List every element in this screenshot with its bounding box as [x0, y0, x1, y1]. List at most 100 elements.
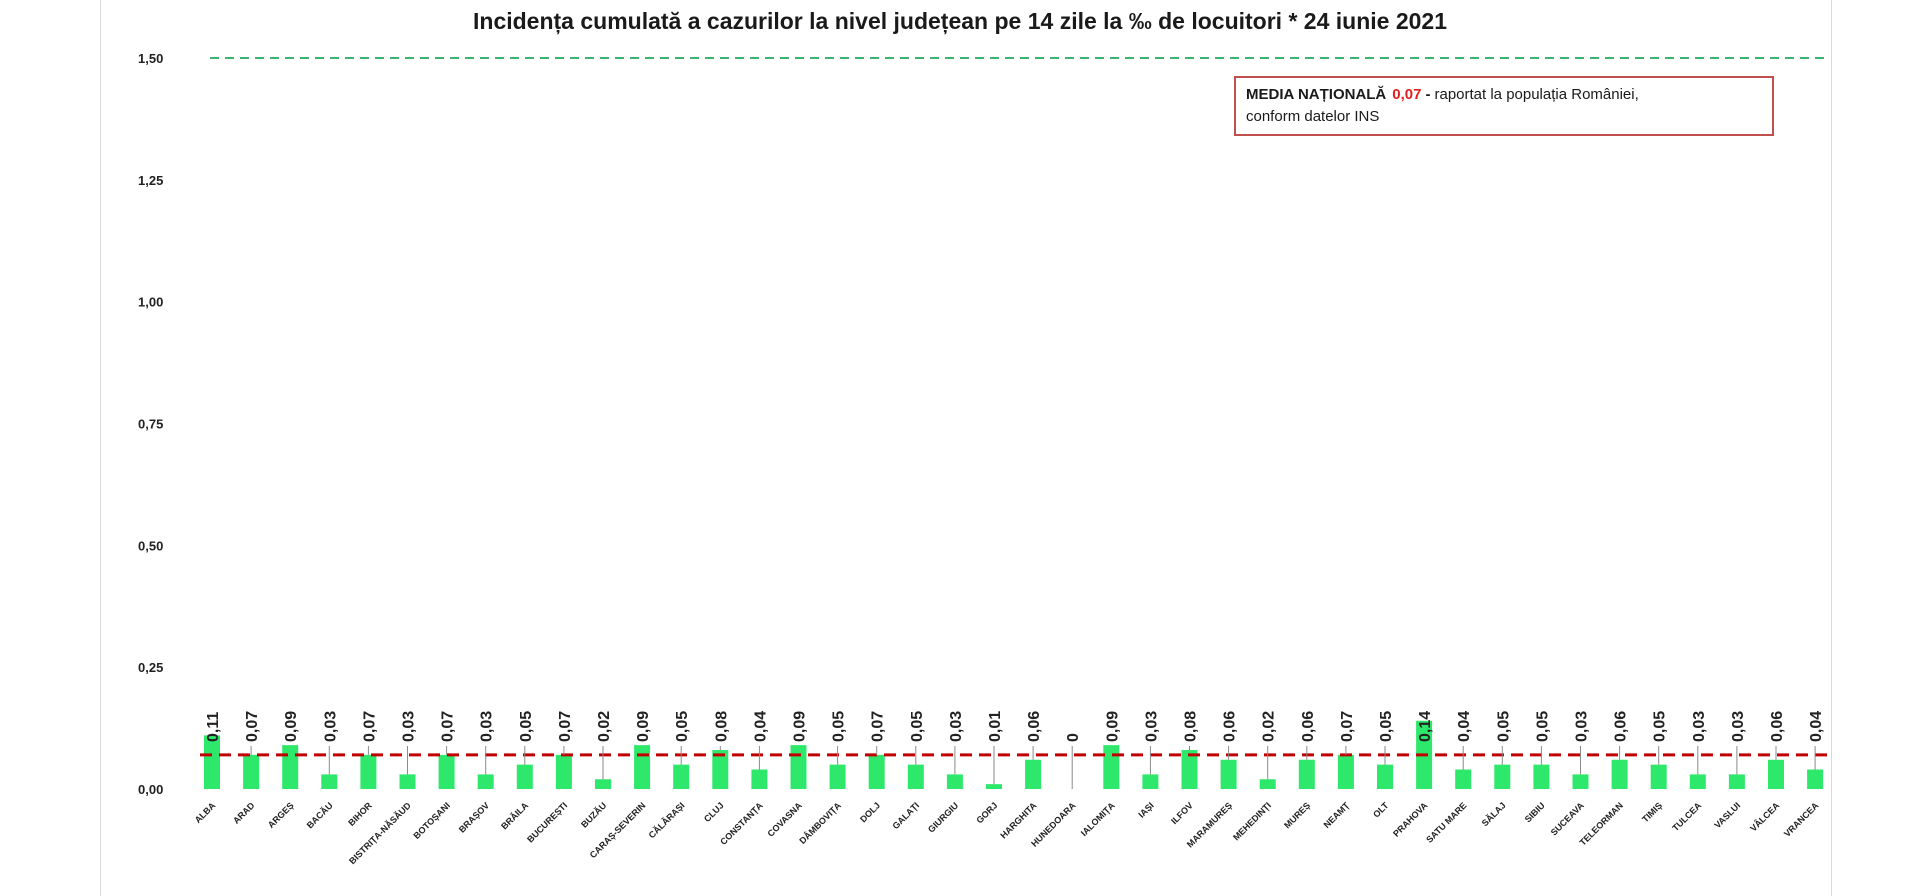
y-tick-label: 1,50 — [138, 51, 163, 66]
bar — [1768, 759, 1784, 789]
data-label: 0,04 — [1808, 711, 1825, 742]
chart-frame — [100, 0, 1832, 896]
data-label: 0,08 — [1183, 711, 1200, 742]
data-label: 0,03 — [479, 711, 496, 742]
bar — [907, 764, 924, 789]
data-label: 0,05 — [1378, 711, 1395, 742]
bar — [360, 754, 377, 789]
data-labels: 0,11 0,07 0,09 0,03 0,07 0,03 0,07 0,03 0,05 0,07… — [205, 711, 1825, 789]
national-average-label: MEDIA NAȚIONALĂ — [1246, 86, 1387, 103]
x-tick-label: CĂLĂRAȘI — [647, 800, 687, 840]
y-tick-label: 0,50 — [138, 538, 163, 553]
bar — [673, 764, 690, 789]
data-label: 0,05 — [1534, 711, 1551, 742]
data-label: 0,03 — [1691, 711, 1708, 742]
bar — [1689, 774, 1706, 789]
bars — [204, 720, 1824, 789]
x-tick-label: SUCEAVA — [1549, 800, 1587, 838]
chart-title: Incidența cumulată a cazurilor la nivel … — [473, 8, 1447, 34]
x-tick-label: SĂLAJ — [1480, 800, 1508, 828]
x-tick-label: IAȘI — [1136, 800, 1155, 819]
x-tick-label: MEHEDINȚI — [1231, 800, 1273, 842]
bar — [1103, 745, 1120, 789]
bar — [1455, 769, 1472, 789]
bar — [751, 769, 768, 789]
data-label: 0,11 — [205, 712, 222, 742]
bar — [1728, 774, 1745, 789]
data-label: 0,09 — [635, 711, 652, 742]
x-tick-label: BUCUREȘTI — [525, 800, 569, 844]
x-tick-label: TULCEA — [1670, 800, 1703, 833]
bar — [1337, 754, 1354, 789]
data-label: 0,05 — [674, 711, 691, 742]
national-average-box: MEDIA NAȚIONALĂ 0,07- raportat la populați… — [1234, 76, 1774, 136]
data-label: 0,03 — [948, 711, 965, 742]
bar — [243, 754, 260, 789]
data-label: 0,03 — [1730, 711, 1747, 742]
y-axis: 0,00 0,25 0,50 0,75 1,00 1,25 1,50 — [138, 51, 163, 797]
data-label: 0,07 — [244, 711, 261, 742]
x-tick-label: IALOMIȚA — [1079, 800, 1117, 838]
x-tick-label: BOTOȘANI — [411, 800, 452, 841]
data-label: 0,07 — [440, 711, 457, 742]
bar — [282, 745, 299, 789]
bar — [829, 764, 846, 789]
x-tick-label: GALAȚI — [890, 800, 921, 831]
data-label: 0,09 — [1104, 711, 1121, 742]
data-label: 0,03 — [1143, 711, 1160, 742]
bar — [555, 754, 572, 789]
y-tick-label: 0,25 — [138, 660, 163, 675]
data-label: 0,04 — [1456, 711, 1473, 742]
x-tick-label: VRANCEA — [1782, 800, 1821, 839]
x-tick-label: BACĂU — [305, 800, 335, 830]
bar — [1259, 779, 1276, 789]
x-tick-label: TIMIȘ — [1640, 800, 1664, 824]
bar — [438, 754, 455, 789]
y-tick-label: 1,25 — [138, 173, 163, 188]
bar — [790, 745, 807, 789]
x-tick-label: ARGEȘ — [266, 800, 296, 830]
data-label: 0 — [1065, 733, 1082, 742]
y-tick-label: 0,00 — [138, 782, 163, 797]
y-tick-label: 1,00 — [138, 295, 163, 310]
data-label: 0,02 — [1261, 711, 1278, 742]
x-tick-label: MUREȘ — [1282, 800, 1312, 830]
x-tick-label: OLT — [1371, 800, 1391, 820]
data-label: 0,07 — [361, 711, 378, 742]
bar — [204, 735, 220, 789]
bar — [1650, 764, 1667, 789]
data-label: 0,06 — [1613, 711, 1630, 742]
bar — [321, 774, 338, 789]
data-label: 0,05 — [1652, 711, 1669, 742]
bar — [946, 774, 963, 789]
x-tick-label: COVASNA — [765, 800, 804, 839]
bar — [399, 774, 416, 789]
bar — [986, 784, 1002, 789]
bar — [1025, 759, 1042, 789]
data-label: 0,09 — [283, 711, 300, 742]
data-label: 0,07 — [870, 711, 887, 742]
x-tick-label: DOLJ — [858, 800, 882, 824]
x-tick-label: HARGHITA — [998, 800, 1039, 841]
bar — [1611, 759, 1628, 789]
data-label: 0,06 — [1026, 711, 1043, 742]
x-tick-label: BIHOR — [346, 800, 374, 828]
data-label: 0,07 — [557, 711, 574, 742]
data-label: 0,06 — [1769, 711, 1786, 742]
data-label: 0,03 — [322, 711, 339, 742]
x-tick-label: ALBA — [193, 800, 218, 825]
data-label: 0,08 — [713, 711, 730, 742]
data-label: 0,06 — [1300, 711, 1317, 742]
data-label: 0,02 — [596, 711, 613, 742]
x-tick-label: CLUJ — [702, 800, 726, 824]
data-label: 0,04 — [752, 711, 769, 742]
x-tick-label: NEAMȚ — [1322, 800, 1352, 830]
x-tick-label: ILFOV — [1169, 800, 1195, 826]
data-label: 0,09 — [792, 711, 809, 742]
bar — [595, 779, 611, 789]
national-average-note-2: conform datelor INS — [1246, 108, 1380, 125]
y-tick-label: 0,75 — [138, 417, 163, 432]
x-tick-label: PRAHOVA — [1391, 800, 1430, 839]
bar — [1377, 764, 1393, 789]
